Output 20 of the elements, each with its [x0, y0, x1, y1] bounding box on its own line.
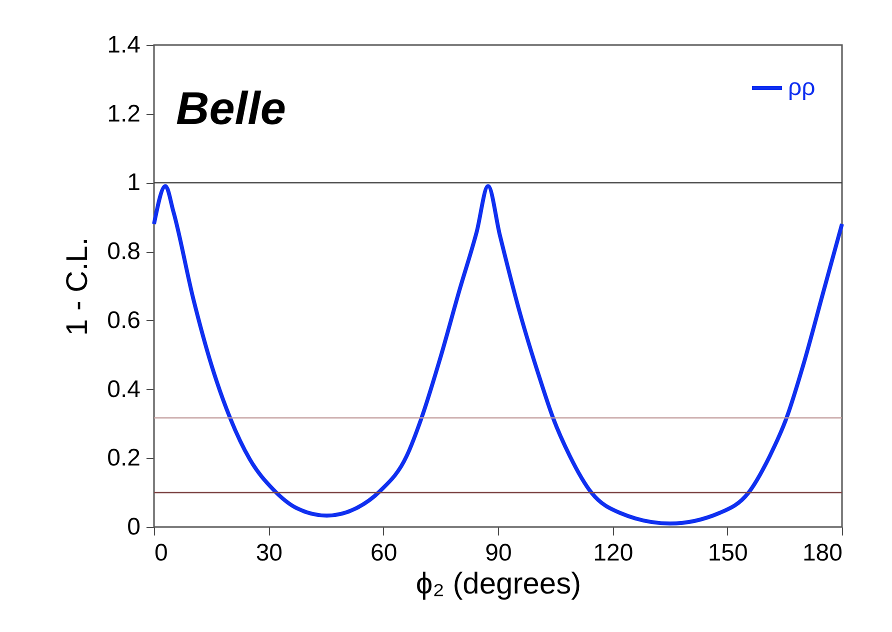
x-tick-label: 60 — [370, 540, 398, 566]
y-tick-label: 0.6 — [107, 306, 140, 334]
y-tick-label: 0.2 — [107, 444, 140, 472]
y-tick-label: 0.4 — [107, 376, 140, 403]
annotation: Belle — [176, 82, 286, 134]
y-tick-label: 1.4 — [107, 32, 140, 58]
y-tick-label: 1.2 — [107, 100, 140, 128]
x-tick-label: 30 — [256, 540, 283, 566]
y-tick-label: 0 — [127, 514, 140, 540]
line-series — [152, 184, 844, 526]
x-tick-label: 0 — [154, 540, 168, 566]
x-tick-label: 150 — [708, 540, 748, 566]
x-axis-title: ϕ₂ (degrees) — [416, 568, 582, 600]
x-tick-label: 90 — [485, 540, 512, 566]
y-tick-label: 0.8 — [107, 238, 140, 266]
x-tick-label: 180 — [802, 540, 842, 566]
y-axis-title: 1 - C.L. — [61, 237, 94, 336]
x-tick-label: 120 — [593, 540, 634, 566]
y-tick-label: 1 — [127, 169, 140, 196]
legend-label: ρρ — [788, 74, 816, 101]
